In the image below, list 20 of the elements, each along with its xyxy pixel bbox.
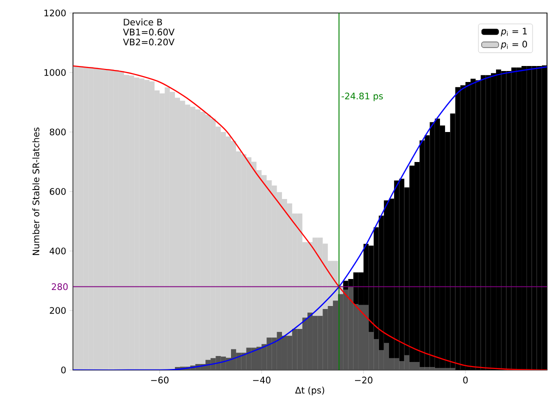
y-tick-label: 1000 — [44, 69, 66, 76]
x-axis-title: Δt (ps) — [295, 386, 324, 396]
legend-label: p$_{i}$ = 0 — [500, 40, 527, 50]
y-tick-label: 0 — [61, 366, 66, 374]
y-tick-label: 1200 — [44, 10, 66, 16]
y-tick-label: 600 — [50, 188, 66, 195]
x-tick-label: −40 — [253, 376, 270, 384]
y-tick-label: 200 — [50, 307, 66, 314]
x-tick-label: −60 — [151, 376, 169, 384]
annotation: Device B — [124, 18, 162, 26]
y-tick-label: 800 — [50, 128, 66, 136]
x-tick-label: 0 — [463, 376, 468, 384]
y-tick-label: 400 — [50, 248, 66, 254]
ref-line-label: -24.81 ps — [342, 92, 383, 102]
annotation: VB1=0.60V — [123, 28, 174, 36]
ref-line-label: 280 — [52, 283, 68, 290]
y-axis-title: Number of Stable SR-latches — [32, 128, 40, 255]
x-tick-label: −20 — [355, 376, 372, 384]
annotation: VB2=0.20V — [123, 38, 174, 46]
legend-label: p$_{i}$ = 1 — [500, 28, 527, 36]
